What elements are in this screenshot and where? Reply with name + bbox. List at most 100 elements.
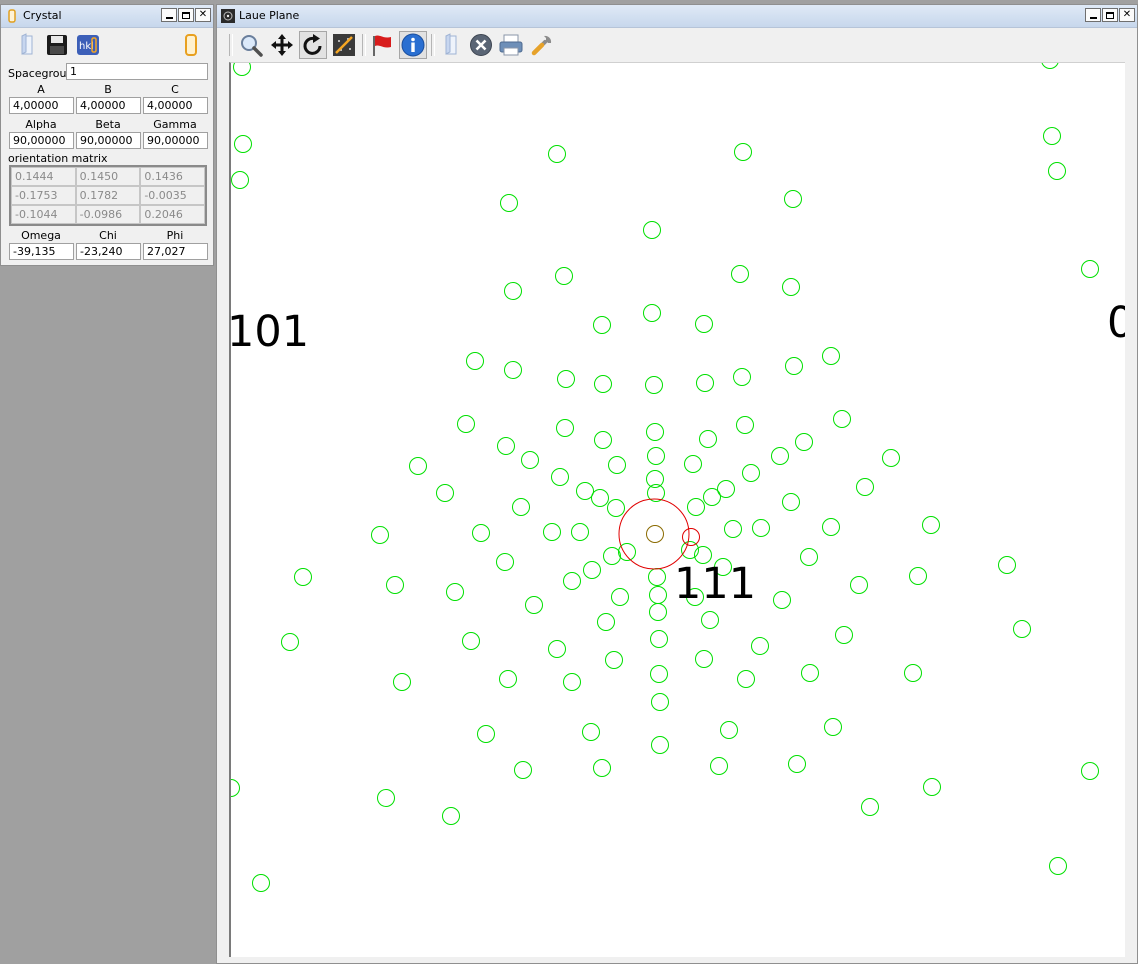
matrix-cell: 0.1436 <box>140 167 205 186</box>
reflection-spot <box>695 315 713 333</box>
crystal-icon <box>8 9 16 23</box>
reflection-spot <box>684 455 702 473</box>
matrix-cell: -0.0035 <box>140 186 205 205</box>
laue-plane-window: Laue Plane ✕ <box>216 4 1138 964</box>
reflection-spot <box>800 548 818 566</box>
a-input[interactable]: 4,00000 <box>9 97 74 114</box>
reflection-spot <box>850 576 868 594</box>
toolbar-separator <box>431 34 435 56</box>
rotate-pattern-icon <box>333 34 355 56</box>
reflection-spot <box>233 63 251 76</box>
alpha-label: Alpha <box>25 118 57 131</box>
spacegroup-input[interactable]: 1 <box>66 63 208 80</box>
zoom-button[interactable] <box>237 31 265 59</box>
crystal-edit-button[interactable] <box>177 31 205 59</box>
reflection-spot <box>597 613 615 631</box>
spacegroup-label: Spacegroup <box>8 67 74 80</box>
reflection-spot <box>784 190 802 208</box>
reflection-spot <box>724 520 742 538</box>
gamma-input[interactable]: 90,00000 <box>143 132 208 149</box>
reflection-spot <box>703 488 721 506</box>
crystal-open-icon <box>445 33 457 55</box>
reflection-spot <box>1048 162 1066 180</box>
c-input[interactable]: 4,00000 <box>143 97 208 114</box>
clear-button[interactable] <box>467 31 495 59</box>
hkl-button[interactable]: hkl <box>74 31 102 59</box>
printer-icon <box>499 34 523 56</box>
maximize-button[interactable] <box>178 8 194 22</box>
reflection-spot <box>696 374 714 392</box>
reflection-spot <box>824 718 842 736</box>
settings-button[interactable] <box>528 31 556 59</box>
alpha-input[interactable]: 90,00000 <box>9 132 74 149</box>
maximize-button[interactable] <box>1102 8 1118 22</box>
crystal-button[interactable] <box>437 31 465 59</box>
matrix-cell: 0.1444 <box>11 167 76 186</box>
rotate-icon <box>303 34 322 55</box>
minimize-button[interactable] <box>161 8 177 22</box>
reflection-spot <box>386 576 404 594</box>
a-label: A <box>37 83 45 96</box>
reflection-spot <box>1081 762 1099 780</box>
reflection-spot <box>548 640 566 658</box>
info-button[interactable] <box>399 31 427 59</box>
info-icon <box>401 33 425 57</box>
close-button[interactable]: ✕ <box>195 8 211 22</box>
minimize-button[interactable] <box>1085 8 1101 22</box>
reflection-spot <box>751 637 769 655</box>
reflection-spot <box>594 375 612 393</box>
reflection-label-111: 111 <box>674 559 756 609</box>
reflection-spot <box>442 807 460 825</box>
wrench-icon <box>531 35 552 56</box>
save-button[interactable] <box>43 31 71 59</box>
selection-marker-large <box>618 498 690 570</box>
crystal-open-icon <box>21 33 33 55</box>
matrix-cell: 0.1450 <box>75 167 141 186</box>
flag-button[interactable] <box>368 31 396 59</box>
reflection-spot <box>512 498 530 516</box>
crystal-window: Crystal ✕ hkl Spacegroup 1 A B <box>0 4 214 266</box>
omega-input[interactable]: -39,135 <box>9 243 74 260</box>
new-crystal-button[interactable] <box>13 31 41 59</box>
reflection-spot <box>555 267 573 285</box>
print-button[interactable] <box>497 31 525 59</box>
reflection-spot <box>371 526 389 544</box>
reflection-spot <box>231 779 240 797</box>
laue-toolbar <box>217 28 1137 62</box>
reflection-spot <box>736 416 754 434</box>
crystal-titlebar[interactable]: Crystal ✕ <box>1 5 213 28</box>
b-input[interactable]: 4,00000 <box>76 97 141 114</box>
reflection-spot <box>576 482 594 500</box>
reflection-spot <box>643 221 661 239</box>
reflection-spot <box>835 626 853 644</box>
reflection-spot <box>649 586 667 604</box>
reflection-spot <box>771 447 789 465</box>
laue-plane-canvas[interactable]: 101 111 0 <box>229 62 1125 957</box>
phi-input[interactable]: 27,027 <box>143 243 208 260</box>
reflection-spot <box>563 673 581 691</box>
reflection-spot <box>686 588 704 606</box>
reflection-label-101: 101 <box>231 307 309 357</box>
beta-input[interactable]: 90,00000 <box>76 132 141 149</box>
pan-button[interactable] <box>268 31 296 59</box>
rotate-button[interactable] <box>299 31 327 59</box>
reflection-spot <box>281 633 299 651</box>
reflection-spot <box>557 370 575 388</box>
rotate-view-button[interactable] <box>330 31 358 59</box>
reflection-spot <box>436 484 454 502</box>
reflection-spot <box>643 304 661 322</box>
reflection-spot <box>714 558 732 576</box>
chi-input[interactable]: -23,240 <box>76 243 141 260</box>
reflection-spot <box>1049 857 1067 875</box>
reflection-spot <box>773 591 791 609</box>
close-button[interactable]: ✕ <box>1119 8 1135 22</box>
laue-titlebar[interactable]: Laue Plane ✕ <box>217 5 1137 28</box>
reflection-spot <box>551 468 569 486</box>
reflection-spot <box>605 651 623 669</box>
close-circle-icon <box>470 34 492 56</box>
reflection-spot <box>650 665 668 683</box>
crystal-icon <box>185 34 197 56</box>
reflection-spot <box>650 630 668 648</box>
reflection-label-0: 0 <box>1107 298 1125 348</box>
laue-pattern[interactable]: 101 111 0 <box>231 63 1125 957</box>
